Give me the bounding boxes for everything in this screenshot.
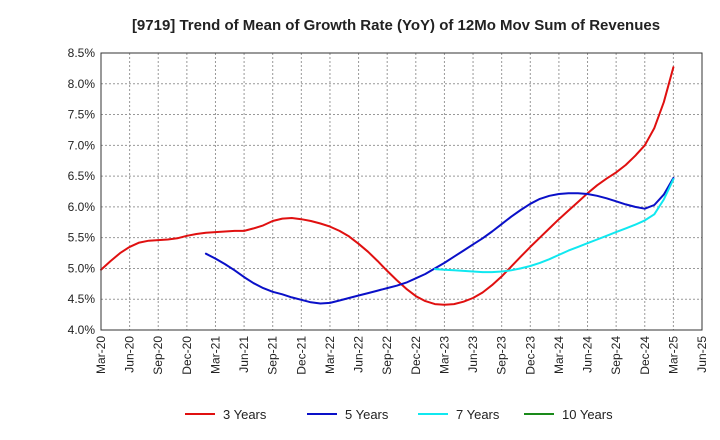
x-axis-ticks: Mar-20 Jun-20 Sep-20 Dec-20 Mar-21 Jun-21 Sep-… — [94, 336, 709, 375]
chart-title: [9719] Trend of Mean of Growth Rate (YoY… — [132, 17, 660, 34]
y-tick-label: 5.5% — [68, 231, 96, 245]
x-tick-label: Dec-22 — [409, 336, 423, 375]
x-tick-label: Sep-21 — [266, 336, 280, 375]
grid-lines — [100, 52, 703, 331]
legend-label: 5 Years — [345, 407, 389, 422]
series-line-7-years — [433, 178, 675, 274]
series-line-3-years — [100, 66, 675, 306]
legend-label: 7 Years — [456, 407, 500, 422]
y-tick-label: 7.5% — [68, 108, 96, 122]
y-tick-label: 7.0% — [68, 138, 96, 152]
x-tick-label: Sep-24 — [609, 336, 623, 375]
legend-label: 3 Years — [223, 407, 267, 422]
y-tick-label: 6.5% — [68, 169, 96, 183]
x-tick-label: Mar-22 — [323, 336, 337, 374]
series-line-5-years — [204, 177, 675, 305]
x-tick-label: Mar-25 — [666, 336, 680, 374]
x-tick-label: Jun-25 — [695, 336, 709, 373]
series-lines — [100, 66, 675, 306]
x-tick-label: Jun-21 — [237, 336, 251, 373]
x-tick-label: Dec-20 — [180, 336, 194, 375]
y-tick-label: 4.0% — [68, 323, 96, 337]
x-tick-label: Jun-20 — [123, 336, 137, 373]
y-tick-label: 8.0% — [68, 77, 96, 91]
x-tick-label: Sep-20 — [151, 336, 165, 375]
x-tick-label: Dec-24 — [638, 336, 652, 375]
y-tick-label: 8.5% — [68, 46, 96, 60]
x-tick-label: Jun-24 — [581, 336, 595, 373]
x-tick-label: Dec-23 — [523, 336, 537, 375]
x-tick-label: Mar-20 — [94, 336, 108, 374]
x-tick-label: Sep-23 — [495, 336, 509, 375]
legend: 3 Years 5 Years 7 Years 10 Years — [185, 407, 613, 422]
x-tick-label: Jun-22 — [352, 336, 366, 373]
y-tick-label: 4.5% — [68, 292, 96, 306]
legend-label: 10 Years — [562, 407, 613, 422]
y-tick-label: 5.0% — [68, 261, 96, 275]
y-tick-label: 6.0% — [68, 200, 96, 214]
x-tick-label: Dec-21 — [294, 336, 308, 375]
x-tick-label: Sep-22 — [380, 336, 394, 375]
x-tick-label: Jun-23 — [466, 336, 480, 373]
x-tick-label: Mar-24 — [552, 336, 566, 374]
x-tick-label: Mar-23 — [437, 336, 451, 374]
y-axis-ticks: 8.5% 8.0% 7.5% 7.0% 6.5% 6.0% 5.5% 5.0% 4.5% 4.0% — [68, 46, 96, 337]
x-tick-label: Mar-21 — [208, 336, 222, 374]
plot-frame — [100, 52, 703, 331]
